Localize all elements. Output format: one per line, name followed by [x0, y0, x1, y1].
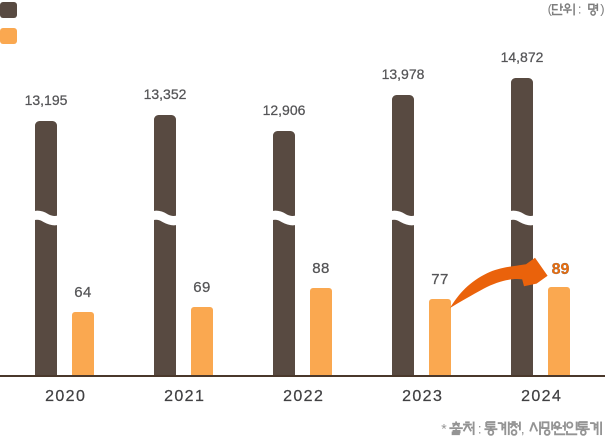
svg-text:*: * [441, 420, 447, 436]
svg-text:(: ( [548, 2, 553, 17]
svg-text::: : [478, 420, 482, 436]
svg-text:,: , [521, 420, 525, 436]
svg-text:): ) [600, 2, 604, 17]
svg-text::: : [578, 2, 582, 17]
